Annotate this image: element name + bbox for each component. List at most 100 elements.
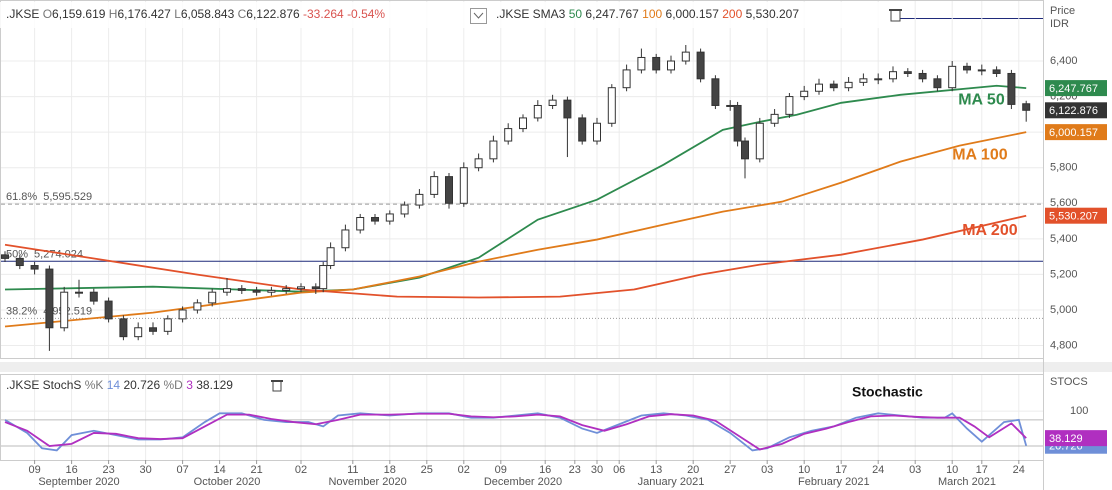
candle-body (681, 51, 690, 62)
candle-body (733, 104, 742, 142)
candle-body (519, 117, 527, 130)
last-value-label: 5,530.207 (1049, 211, 1098, 223)
candle-body (1, 254, 9, 259)
x-month-label: February 2021 (798, 476, 870, 488)
candle-body (504, 128, 513, 142)
dropdown-chevron (473, 12, 484, 19)
x-tick-label: 23 (569, 464, 581, 476)
x-tick-label: 03 (761, 464, 773, 476)
stoch-value-label: 38.129 (1049, 433, 1083, 445)
x-tick-label: 17 (976, 464, 988, 476)
candle-body (459, 167, 468, 204)
stoch-title: .JKSE StochS (6, 378, 81, 392)
level-name: 50% (6, 248, 28, 260)
x-tick-label: 09 (28, 464, 40, 476)
ma200-value: 5,530.207 (746, 7, 800, 21)
series-line (4, 412, 1027, 451)
candle-body (770, 113, 779, 124)
stoch-annotation: Stochastic (852, 384, 923, 400)
candle-body (859, 78, 868, 83)
y-tick-label: 5,000 (1050, 304, 1078, 316)
price-pane (0, 0, 1044, 359)
x-tick-label: 21 (250, 464, 262, 476)
candle-body (282, 288, 291, 291)
x-tick-label: 17 (835, 464, 847, 476)
candle-body (119, 318, 128, 338)
candle-body (593, 122, 601, 142)
candle-body (755, 122, 764, 160)
candle-body (385, 213, 394, 222)
low-key: L (174, 7, 181, 21)
candle-body (696, 51, 705, 80)
candle-body (311, 286, 320, 290)
x-tick-label: 24 (1013, 464, 1025, 476)
candle-body (815, 83, 823, 92)
dropdown-button[interactable] (470, 8, 487, 24)
high-key: H (109, 7, 118, 21)
stoch-header: .JKSE StochS %K 14 20.726 %D 3 38.129 (6, 378, 233, 392)
candle-body (341, 229, 350, 249)
x-tick-label: 23 (102, 464, 114, 476)
x-month-label: September 2020 (38, 476, 119, 488)
k-param: 14 (107, 378, 121, 392)
x-tick-label: 14 (213, 464, 225, 476)
change-pct: -0.54% (347, 7, 385, 21)
ma100-value: 6,000.157 (666, 7, 720, 21)
candle-body (963, 65, 971, 71)
candle-body (371, 217, 379, 222)
d-param: 3 (186, 378, 193, 392)
symbol: .JKSE (6, 7, 39, 21)
delete-study-icon[interactable] (889, 9, 902, 22)
series-name: MA 50 (958, 91, 1005, 108)
candle-body (711, 78, 720, 106)
candle-body (918, 72, 927, 80)
x-tick-label: 13 (650, 464, 662, 476)
last-value-label: 6,247.767 (1049, 83, 1098, 95)
candle-body (326, 247, 335, 267)
candle-body (829, 83, 838, 89)
ma50-value: 6,247.767 (585, 7, 639, 21)
candle-body (578, 117, 587, 142)
dropdown-box[interactable] (470, 8, 487, 24)
x-month-label: October 2020 (194, 476, 261, 488)
candle-body (622, 69, 631, 89)
candle-body (445, 176, 453, 204)
candle-body (800, 90, 809, 98)
candle-body (60, 291, 69, 329)
x-tick-label: 30 (591, 464, 603, 476)
y-tick-label: 5,400 (1050, 233, 1078, 245)
study-header: .JKSE SMA3 50 6,247.767 100 6,000.157 20… (496, 7, 799, 21)
last-value-box (1045, 80, 1107, 97)
candle-body (474, 158, 483, 169)
y-tick-label: 5,600 (1050, 197, 1078, 209)
x-month-label: March 2021 (938, 476, 996, 488)
candle-body (874, 78, 883, 81)
x-tick-label: 02 (458, 464, 470, 476)
level-value: 5,595.529 (43, 191, 92, 203)
candle-body (356, 217, 365, 231)
d-name: %D (164, 378, 184, 392)
candle-body (726, 104, 735, 107)
y-axis-unit: IDR (1050, 18, 1069, 30)
x-tick-label: 11 (347, 464, 358, 476)
series-name: MA 200 (962, 222, 1018, 239)
candle-body (223, 288, 231, 293)
stoch-axis-label: STOCS (1050, 376, 1088, 388)
close-value: 6,122.876 (246, 7, 300, 21)
x-tick-label: 25 (421, 464, 433, 476)
y-tick-label: 4,800 (1050, 339, 1078, 351)
candle-body (430, 176, 439, 195)
delete-stoch-icon[interactable] (271, 380, 283, 392)
low-value: 6,058.843 (181, 7, 235, 21)
candle-body (667, 60, 675, 71)
candle-body (237, 288, 246, 291)
x-tick-label: 16 (539, 464, 551, 476)
candle-body (15, 257, 24, 267)
candle-body (489, 140, 498, 160)
x-tick-label: 09 (495, 464, 507, 476)
candle-body (1022, 103, 1031, 111)
candle-body (548, 99, 557, 106)
last-value-label: 6,000.157 (1049, 127, 1098, 139)
x-tick-label: 10 (946, 464, 958, 476)
